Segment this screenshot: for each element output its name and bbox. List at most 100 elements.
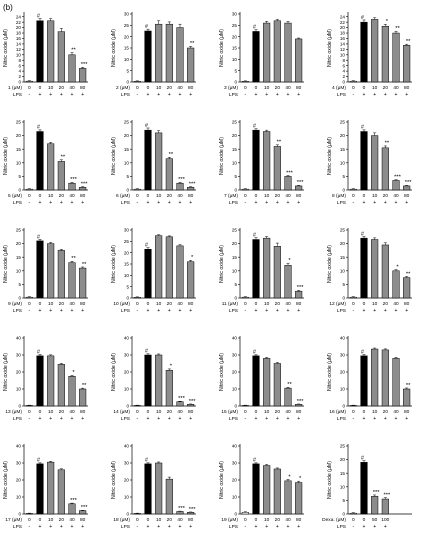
x-tick-label: 40 [393, 301, 399, 307]
lps-sign: - [136, 92, 138, 98]
y-tick-label: 30 [16, 461, 22, 466]
lps-label: LPS [229, 200, 238, 206]
bar [252, 129, 260, 191]
x-tick-label: 10 [156, 517, 162, 523]
bar [349, 188, 357, 191]
lps-sign: - [136, 308, 138, 314]
x-tick-label: 80 [188, 193, 194, 199]
compound-label: 8 (μM) [332, 193, 346, 199]
x-tick-label: 80 [296, 301, 302, 307]
bar [36, 131, 44, 191]
y-axis-label: Nitric oxide (μM) [111, 137, 117, 175]
significance-mark: *** [70, 177, 78, 183]
significance-mark: * [299, 476, 302, 482]
y-axis-label: Nitric oxide (μM) [111, 29, 117, 67]
y-tick-label: 20 [232, 34, 238, 39]
lps-sign: + [168, 308, 171, 314]
bar [165, 236, 173, 299]
y-axis-label: Nitric oxide (μM) [327, 353, 333, 391]
y-tick-label: 6 [342, 63, 345, 68]
x-tick-label: 10 [48, 301, 54, 307]
x-tick-label: 40 [177, 85, 183, 91]
lps-sign: + [287, 524, 290, 530]
chart-panel-1: Nitric oxide (μM)0246810121416182022240-… [3, 12, 88, 98]
x-tick-label: 0 [136, 517, 139, 523]
bar [133, 513, 141, 515]
compound-label: 10 (μM) [113, 301, 130, 307]
y-axis-label: Nitric oxide (μM) [111, 245, 117, 283]
lps-sign: + [384, 416, 387, 422]
x-tick-label: 10 [48, 517, 54, 523]
bar [144, 354, 152, 407]
y-tick-label: 30 [340, 353, 346, 358]
x-tick-label: 10 [372, 85, 378, 91]
bar [68, 262, 76, 299]
bar [273, 468, 281, 515]
bar [381, 147, 389, 191]
x-tick-label: 0 [39, 301, 42, 307]
x-tick-label: 10 [372, 193, 378, 199]
x-tick-label: 0 [352, 85, 355, 91]
x-tick-label: 0 [147, 301, 150, 307]
y-tick-label: 20 [124, 133, 130, 138]
bar [165, 23, 173, 83]
y-tick-label: 18 [16, 31, 22, 36]
bar [371, 239, 379, 299]
x-tick-label: 40 [69, 517, 75, 523]
bar [252, 355, 260, 407]
x-tick-label: 80 [188, 85, 194, 91]
bar [241, 188, 249, 191]
significance-mark: # [37, 349, 40, 355]
lps-sign: + [179, 524, 182, 530]
lps-sign: + [81, 416, 84, 422]
bar [57, 250, 65, 299]
x-tick-label: 0 [28, 301, 31, 307]
lps-label: LPS [13, 416, 22, 422]
y-axis-label: Nitric oxide (μM) [3, 29, 9, 67]
y-tick-label: 15 [16, 255, 22, 260]
x-tick-label: 0 [147, 193, 150, 199]
y-axis-label: Nitric oxide (μM) [327, 461, 333, 499]
significance-mark: ** [71, 256, 76, 262]
y-tick-label: 5 [342, 174, 345, 179]
y-tick-label: 0 [342, 296, 345, 301]
y-tick-label: 16 [340, 36, 346, 41]
y-tick-label: 10 [232, 495, 238, 500]
x-tick-label: 80 [404, 409, 410, 415]
x-tick-label: 0 [147, 409, 150, 415]
y-tick-label: 40 [124, 336, 130, 341]
lps-sign: + [276, 92, 279, 98]
bar [165, 478, 173, 515]
significance-mark: # [37, 234, 40, 240]
y-axis-label: Nitric oxide (μM) [327, 245, 333, 283]
lps-sign: - [352, 524, 354, 530]
lps-sign: + [147, 308, 150, 314]
bar [36, 20, 44, 83]
x-tick-label: 0 [352, 301, 355, 307]
y-tick-label: 10 [124, 160, 130, 165]
significance-mark: *** [81, 62, 89, 68]
lps-sign: + [255, 524, 258, 530]
significance-mark: ** [395, 26, 400, 32]
x-tick-label: 40 [177, 517, 183, 523]
bar [165, 158, 173, 191]
y-tick-label: 40 [16, 336, 22, 341]
y-tick-label: 20 [232, 370, 238, 375]
x-tick-label: 80 [80, 517, 86, 523]
significance-mark: ** [82, 383, 87, 389]
y-axis-label: Nitric oxide (μM) [3, 137, 9, 175]
lps-sign: + [297, 524, 300, 530]
significance-mark: # [361, 15, 364, 21]
significance-mark: * [72, 370, 75, 376]
bar [295, 38, 303, 83]
bar [273, 363, 281, 407]
y-tick-label: 20 [124, 478, 130, 483]
y-tick-label: 25 [124, 239, 130, 244]
y-tick-label: 0 [18, 296, 21, 301]
bar [273, 146, 281, 191]
significance-mark: ** [82, 262, 87, 268]
bar [68, 182, 76, 191]
lps-sign: + [39, 308, 42, 314]
y-axis-label: Nitric oxide (μM) [111, 461, 117, 499]
y-tick-label: 40 [16, 444, 22, 449]
